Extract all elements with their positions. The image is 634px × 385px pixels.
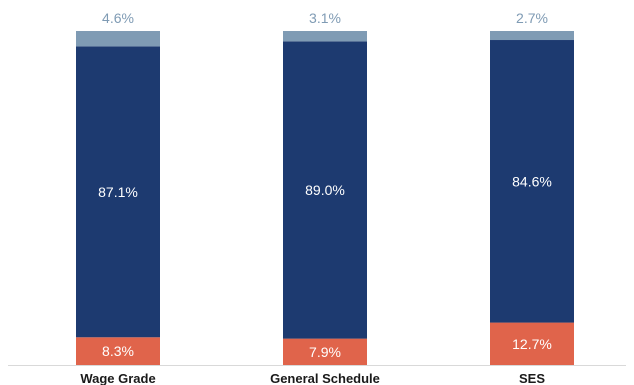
bar-middle-value-label: 87.1% (98, 184, 138, 200)
bar-middle-segment (490, 40, 574, 323)
bar-top-segment (283, 31, 367, 42)
bar-middle-segment (76, 46, 160, 338)
bar-top-segment (490, 31, 574, 41)
bar-bottom-value-label: 12.7% (512, 336, 552, 352)
bar-bottom-segment (76, 337, 160, 365)
bar-middle-value-label: 84.6% (512, 173, 552, 189)
bar-middle-value-label: 89.0% (305, 182, 345, 198)
bar-top-segment (76, 31, 160, 47)
category-label: SES (519, 371, 545, 385)
bar-bottom-value-label: 8.3% (102, 343, 134, 359)
bar-bottom-segment (283, 338, 367, 365)
bar-top-value-label: 3.1% (309, 10, 341, 26)
bar-top-value-label: 2.7% (516, 10, 548, 26)
bar-top-value-label: 4.6% (102, 10, 134, 26)
bars-group (76, 31, 574, 365)
bar-middle-segment (283, 41, 367, 339)
labels-group: 8.3% 87.1% 4.6% Wage Grade 7.9% 89.0% 3.1% Gene… (80, 10, 552, 385)
category-label: Wage Grade (80, 371, 155, 385)
bar-bottom-value-label: 7.9% (309, 344, 341, 360)
bar-bottom-segment (490, 322, 574, 365)
category-label: General Schedule (270, 371, 380, 385)
